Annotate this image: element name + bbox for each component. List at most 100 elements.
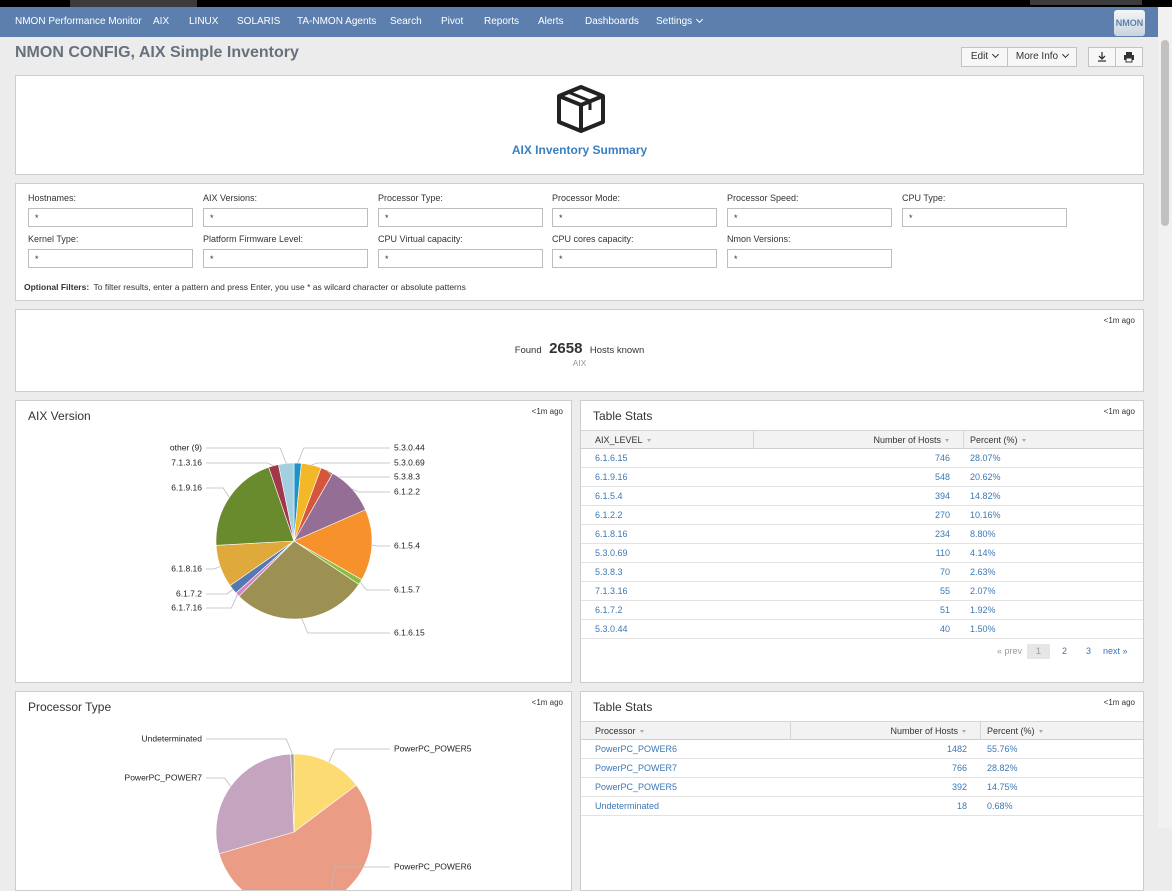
column-header[interactable]: Processor — [581, 721, 791, 740]
nav-item[interactable]: AIX — [153, 16, 170, 27]
aix-version-panel: AIX Version <1m ago 5.3.0.44 5.3.0.69 5.3.… — [15, 400, 572, 683]
scrollbar[interactable] — [1158, 7, 1172, 828]
percent: 14.75% — [981, 778, 1143, 797]
nav-item[interactable]: SOLARIS — [237, 16, 281, 27]
percent: 20.62% — [964, 468, 1143, 487]
nav-item[interactable]: Reports — [484, 16, 520, 27]
edit-label: Edit — [971, 51, 998, 62]
print-icon — [1124, 52, 1134, 63]
leader-line — [371, 544, 390, 547]
slice-label: 5.3.0.69 — [394, 457, 425, 467]
slice-label: 6.1.7.2 — [176, 588, 202, 598]
leader-line — [206, 738, 293, 755]
nav-item[interactable]: TA-NMON Agents — [297, 16, 377, 27]
nav-item[interactable]: Settings — [656, 16, 702, 27]
summary-panel: AIX Inventory Summary — [15, 75, 1144, 175]
filter-input[interactable]: * — [727, 208, 892, 227]
page-link[interactable]: 2 — [1062, 646, 1068, 656]
filter-input[interactable]: * — [28, 208, 193, 227]
host-count: 394 — [754, 487, 964, 506]
row-label: PowerPC_POWER6 — [581, 740, 791, 759]
host-count: 234 — [754, 525, 964, 544]
percent: 28.07% — [964, 449, 1143, 468]
percent: 4.14% — [964, 544, 1143, 563]
host-count: 270 — [754, 506, 964, 525]
filter-label: Hostnames: — [28, 193, 77, 203]
panel-title: Table Stats — [593, 700, 653, 714]
found-suffix: Hosts known — [589, 345, 645, 356]
slice-label: 7.1.3.16 — [171, 457, 202, 467]
panel-time: <1m ago — [1103, 698, 1135, 707]
column-header[interactable]: Percent (%) — [981, 721, 1143, 740]
page-link[interactable]: 1 — [1027, 644, 1050, 659]
slice-label: 6.1.7.16 — [171, 602, 202, 612]
percent: 2.07% — [964, 582, 1143, 601]
percent: 10.16% — [964, 506, 1143, 525]
page-link[interactable]: « prev — [997, 646, 1023, 656]
nav-item[interactable]: Pivot — [441, 16, 464, 27]
scroll-thumb[interactable] — [1161, 40, 1169, 226]
host-count: 110 — [754, 544, 964, 563]
pie-chart: 5.3.0.44 5.3.0.69 5.3.8.3 6.1.2.2 6.1.5.4 6.1… — [170, 442, 425, 637]
host-count: 392 — [791, 778, 981, 797]
filter-input[interactable]: * — [203, 249, 368, 268]
filter-input[interactable]: * — [902, 208, 1067, 227]
nav-item[interactable]: Dashboards — [585, 16, 639, 27]
filter-input[interactable]: * — [203, 208, 368, 227]
panel-time: <1m ago — [1103, 316, 1135, 325]
nav-item[interactable]: LINUX — [189, 16, 219, 27]
host-count: 766 — [791, 759, 981, 778]
leader-line — [301, 618, 390, 634]
filter-input[interactable]: * — [28, 249, 193, 268]
leader-line — [206, 777, 231, 787]
filters-note: Optional Filters: To filter results, ent… — [24, 282, 466, 292]
top-bar — [0, 0, 1172, 7]
row-label: 6.1.8.16 — [581, 525, 754, 544]
column-header[interactable]: Percent (%) — [964, 430, 1143, 449]
print-button[interactable] — [1115, 47, 1143, 67]
filter-label: Kernel Type: — [28, 234, 79, 244]
pie-slice — [238, 540, 360, 620]
slice-label: 6.1.5.4 — [394, 540, 420, 550]
host-count: 18 — [791, 797, 981, 816]
filter-input[interactable]: * — [552, 249, 717, 268]
column-header[interactable]: AIX_LEVEL — [581, 430, 754, 449]
panel-time: <1m ago — [531, 698, 563, 707]
edit-button[interactable]: Edit — [961, 47, 1008, 67]
page-link[interactable]: 3 — [1086, 646, 1092, 656]
panel-time: <1m ago — [1103, 407, 1135, 416]
slice-label: 5.3.8.3 — [394, 471, 420, 481]
nav-item[interactable]: NMON Performance Monitor — [15, 16, 142, 27]
row-label: 6.1.5.4 — [581, 487, 754, 506]
slice-label: 6.1.2.2 — [394, 486, 420, 496]
note-text: To filter results, enter a pattern and p… — [93, 282, 466, 292]
slice-label: 5.3.0.44 — [394, 442, 425, 452]
leader-line — [206, 447, 287, 464]
filter-input[interactable]: * — [727, 249, 892, 268]
nav-item[interactable]: Search — [390, 16, 422, 27]
slice-label: PowerPC_POWER6 — [394, 861, 472, 871]
filter-label: CPU Type: — [902, 193, 946, 203]
column-header[interactable]: Number of Hosts — [754, 430, 964, 449]
found-subtitle: AIX — [572, 358, 587, 368]
pie-slice — [293, 753, 357, 833]
filter-input[interactable]: * — [378, 249, 543, 268]
nav-item[interactable]: Alerts — [538, 16, 564, 27]
row-label: 6.1.2.2 — [581, 506, 754, 525]
filter-input[interactable]: * — [378, 208, 543, 227]
page: NMON NMON Performance Monitor AIX LINUX SOL… — [0, 0, 1172, 828]
nmon-logo[interactable]: NMON — [1114, 10, 1145, 36]
more-info-button[interactable]: More Info — [1007, 47, 1077, 67]
leader-line — [206, 487, 230, 498]
percent: 28.82% — [981, 759, 1143, 778]
export-button[interactable] — [1088, 47, 1116, 67]
found-line: Found 2658 Hosts known — [16, 340, 1143, 358]
page-link[interactable]: next » — [1103, 646, 1128, 656]
host-count: 70 — [754, 563, 964, 582]
column-header[interactable]: Number of Hosts — [791, 721, 981, 740]
note-label: Optional Filters: — [24, 282, 90, 292]
filter-input[interactable]: * — [552, 208, 717, 227]
slice-label: Undeterminated — [142, 733, 203, 743]
box-icon — [557, 85, 605, 133]
percent: 1.50% — [964, 620, 1143, 639]
